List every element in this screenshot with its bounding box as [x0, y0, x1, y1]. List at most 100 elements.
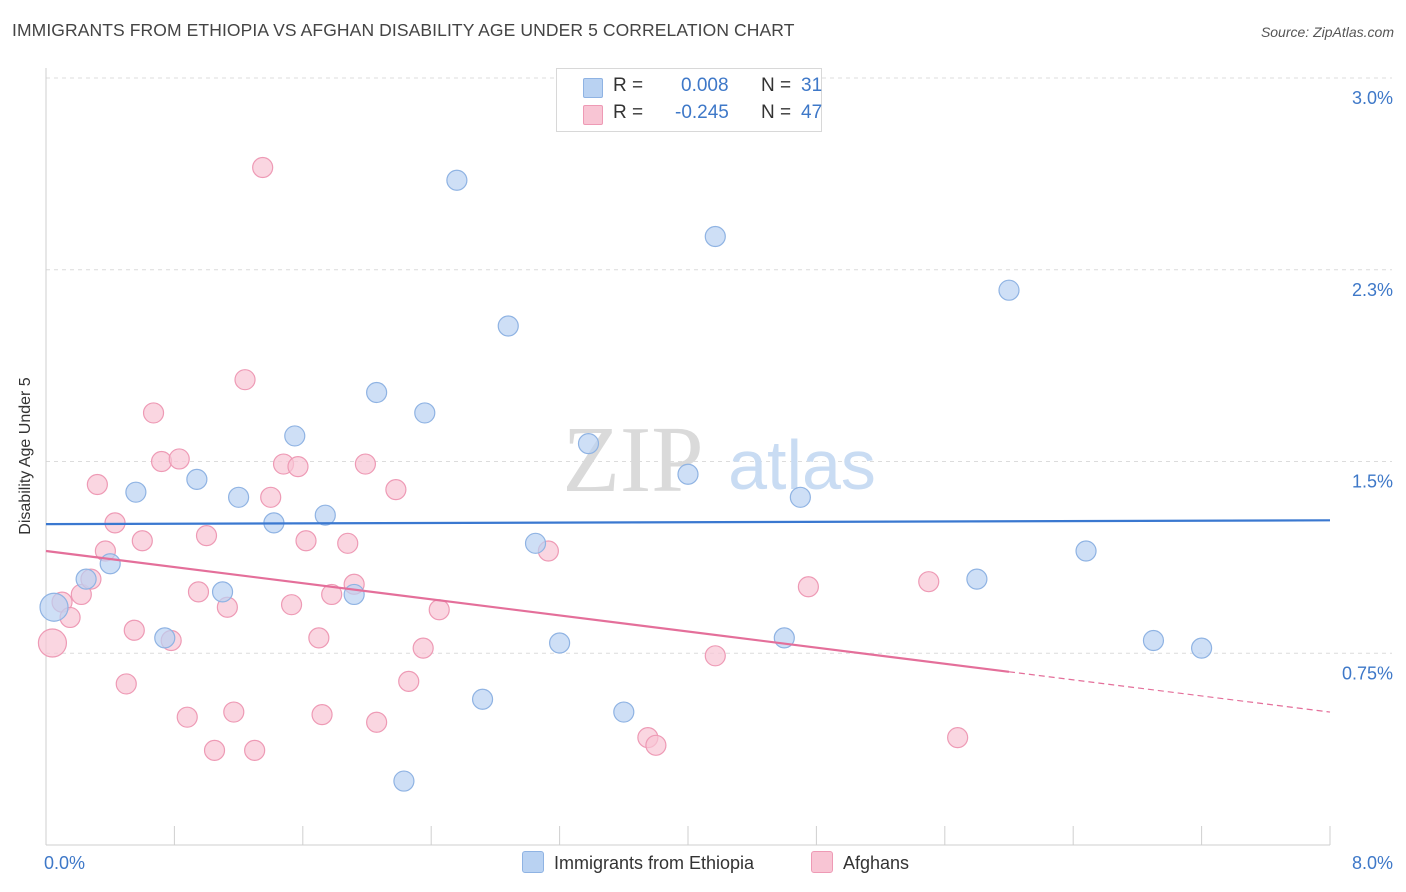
legend-n-label: N = [761, 75, 792, 96]
ethiopia-point [154, 627, 176, 649]
ethiopia-point [343, 583, 365, 606]
x-tick-label: 0.0% [44, 853, 85, 873]
afghans-point [195, 525, 218, 547]
ethiopia-point [414, 402, 436, 424]
afghans-point [412, 637, 434, 659]
afghans-point [234, 369, 256, 391]
ethiopia-point [393, 770, 415, 792]
ethiopia-point [998, 279, 1020, 301]
ethiopia-point [471, 688, 494, 710]
ethiopia-point [39, 592, 69, 622]
bottom-legend-afghans: Afghans [811, 851, 909, 874]
afghans-point [150, 450, 173, 473]
afghans-point [398, 670, 420, 692]
afghans-point [321, 583, 343, 606]
ethiopia-point [125, 481, 147, 503]
ethiopia-point [228, 486, 250, 508]
ethiopia-point [75, 568, 97, 590]
afghans-point [385, 479, 407, 501]
ethiopia-point [186, 468, 208, 490]
ethiopia-point [1075, 540, 1097, 562]
afghans-point [308, 627, 330, 649]
y-tick-label: 0.75% [1342, 663, 1393, 683]
ethiopia-point [704, 225, 726, 248]
ethiopia-point [1142, 629, 1165, 652]
ethiopia-point [789, 486, 811, 508]
trend-layer [45, 519, 1331, 713]
ethiopia-point [314, 504, 336, 526]
ethiopia-point [524, 532, 547, 554]
legend-r-label: R = [613, 102, 644, 123]
ethiopia-point [966, 568, 988, 590]
afghans-point [704, 645, 726, 667]
y-tick-label: 3.0% [1352, 88, 1393, 108]
legend-n-value: 31 [801, 75, 823, 96]
ethiopia-point [577, 433, 600, 455]
ethiopia-point [366, 381, 388, 404]
axis-layer [45, 68, 1331, 846]
ethiopia-point [677, 463, 699, 485]
legend-n-label: N = [761, 102, 792, 123]
afghans-point [260, 486, 282, 508]
afghans-point [244, 739, 266, 762]
afghans-points [37, 156, 969, 762]
ethiopia-point [99, 553, 121, 575]
afghans-point [37, 628, 68, 658]
x-tick-label: 8.0% [1352, 853, 1393, 873]
bottom-legend-swatch-ethiopia [522, 851, 544, 873]
afghans-point [142, 402, 165, 424]
source-label: Source: ZipAtlas.com [1260, 24, 1394, 40]
chart-title: IMMIGRANTS FROM ETHIOPIA VS AFGHAN DISAB… [12, 20, 795, 40]
legend-n-value: 47 [801, 102, 823, 123]
bottom-legend-label-afghans: Afghans [843, 853, 910, 873]
bottom-legend-ethiopia: Immigrants from Ethiopia [522, 851, 754, 874]
afghans-point [366, 711, 388, 733]
afghans-point [295, 530, 317, 552]
ethiopia-point [1190, 637, 1213, 659]
afghans-point [797, 576, 819, 598]
afghans-point [428, 599, 450, 621]
legend-r-value: 0.008 [681, 75, 729, 96]
watermark-zip: ZIP [563, 408, 704, 512]
afghans-point [337, 532, 359, 554]
afghans-point [115, 673, 137, 695]
y-axis-label: Disability Age Under 5 [17, 377, 34, 535]
ethiopia-point [446, 169, 468, 191]
legend-swatch-afghans [583, 105, 603, 125]
legend-r-value: -0.245 [675, 102, 729, 123]
trend-line-afghans [45, 549, 1010, 673]
ethiopia-point [497, 315, 519, 337]
bottom-legend-swatch-afghans [811, 851, 833, 873]
afghans-point [131, 530, 153, 552]
afghans-point [311, 704, 333, 726]
grid-layer [46, 77, 1392, 654]
correlation-legend: R = 0.008 N = 31 R = -0.245 N = 47 [556, 68, 822, 132]
legend-r-label: R = [613, 75, 644, 96]
afghans-point [123, 619, 145, 641]
trend-line-afghans-extrapolated [1008, 671, 1331, 713]
afghans-point [176, 706, 198, 728]
afghans-point [223, 701, 245, 723]
trend-line-ethiopia [45, 519, 1331, 526]
afghans-point [252, 156, 274, 179]
bottom-legend-label-ethiopia: Immigrants from Ethiopia [554, 853, 755, 873]
y-tick-label: 1.5% [1352, 472, 1393, 492]
ethiopia-point [613, 701, 635, 723]
y-tick-label: 2.3% [1352, 280, 1393, 300]
afghans-point [918, 571, 940, 593]
afghans-point [168, 448, 190, 470]
afghans-point [280, 594, 303, 616]
ethiopia-point [548, 632, 571, 654]
afghans-point [287, 456, 309, 478]
ethiopia-point [211, 581, 234, 603]
afghans-point [645, 734, 667, 756]
afghans-point [203, 739, 226, 762]
ethiopia-point [284, 425, 306, 447]
afghans-point [354, 453, 376, 475]
afghans-point [187, 581, 210, 603]
legend-swatch-ethiopia [583, 78, 603, 98]
tick-labels: 0.75% 1.5% 2.3% 3.0% 0.0% 8.0% [44, 88, 1393, 873]
afghans-point [947, 727, 969, 749]
afghans-point [86, 473, 108, 496]
